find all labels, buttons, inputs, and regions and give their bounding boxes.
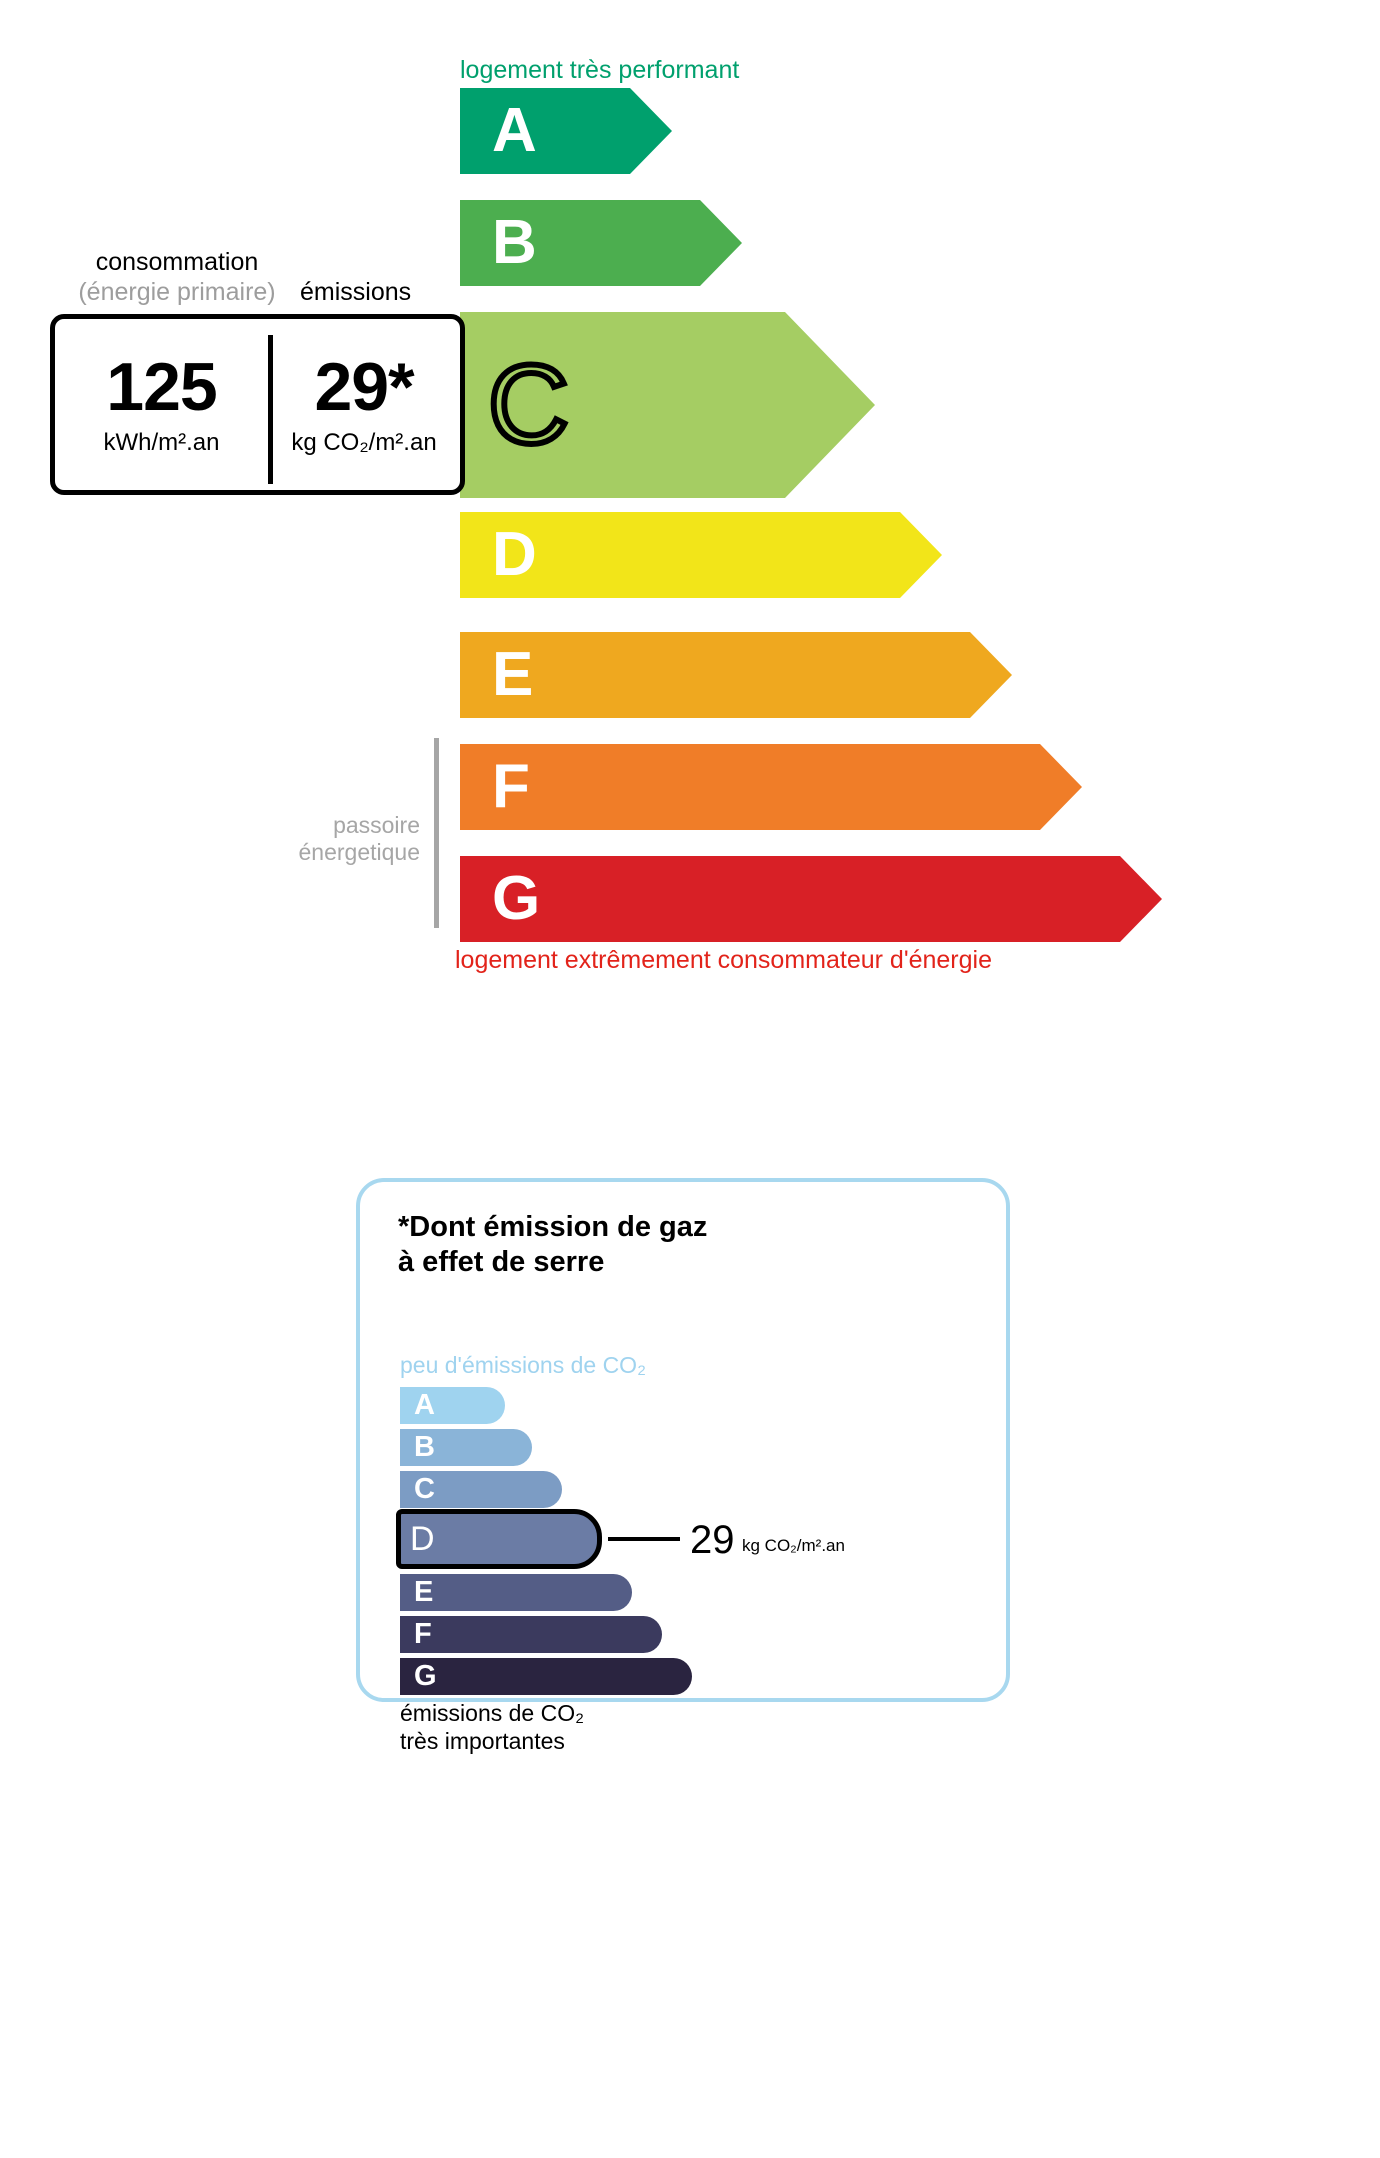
ges-value: 29 <box>690 1518 735 1562</box>
energy-bar-c-selected: C <box>460 312 880 498</box>
emissions-cell: 29* kg CO₂/m².an <box>268 319 460 490</box>
ges-bar-e-letter: E <box>414 1576 434 1608</box>
energy-bar-b-letter: B <box>492 208 537 277</box>
energy-bar-a-letter: A <box>492 96 537 165</box>
energy-bar-g-tip <box>1120 856 1162 942</box>
energy-bar-c-shape <box>460 312 875 498</box>
energy-bottom-caption: logement extrêmement consommateur d'éner… <box>455 946 992 974</box>
energy-bar-f-letter: F <box>492 752 530 821</box>
consumption-label-sub: (énergie primaire) <box>78 277 276 306</box>
consumption-label-main: consommation <box>95 248 259 276</box>
passoire-label: passoire énergetique <box>298 812 421 866</box>
ges-value-unit: kg CO₂/m².an <box>742 1536 845 1555</box>
consumption-unit: kWh/m².an <box>103 428 220 456</box>
energy-bar-b: B <box>460 200 742 286</box>
energy-bar-g-letter: G <box>492 864 541 933</box>
consumption-cell: 125 kWh/m².an <box>55 319 268 490</box>
ges-bar-b-letter: B <box>414 1431 435 1463</box>
energy-bar-a: A <box>460 88 672 174</box>
ges-bar-c: C <box>400 1471 562 1508</box>
ges-bar-g-letter: G <box>414 1660 437 1692</box>
ges-bar-e: E <box>400 1574 632 1611</box>
ges-bar-a-letter: A <box>414 1389 435 1421</box>
ges-top-caption: peu d'émissions de CO₂ <box>400 1352 646 1378</box>
emissions-value: 29* <box>314 348 414 425</box>
energy-bar-e-tip <box>970 632 1012 718</box>
energy-bar-b-tip <box>700 200 742 286</box>
ges-bar-c-letter: C <box>414 1473 435 1505</box>
value-box-divider <box>268 335 273 484</box>
energy-bar-g: G <box>460 856 1162 942</box>
energy-bar-d: D <box>460 512 942 598</box>
energy-top-caption: logement très performant <box>460 56 740 84</box>
emissions-label: émissions <box>300 278 412 306</box>
ges-bar-f-letter: F <box>414 1618 432 1650</box>
energy-bar-c-letter: C <box>485 342 572 467</box>
emissions-unit: kg CO₂/m².an <box>291 428 437 456</box>
ges-leader-line <box>608 1537 680 1541</box>
ges-bottom-caption: émissions de CO₂ très importantes <box>400 1700 585 1754</box>
ges-bar-f: F <box>400 1616 662 1653</box>
ges-bar-d <box>400 1513 598 1565</box>
energy-bar-e: E <box>460 632 1012 718</box>
passoire-bracket <box>434 738 439 928</box>
energy-bar-f-tip <box>1040 744 1082 830</box>
energy-bar-d-letter: D <box>492 520 537 589</box>
consumption-value: 125 <box>106 348 217 425</box>
ges-bar-b: B <box>400 1429 532 1466</box>
ges-panel: *Dont émission de gaz à effet de serre p… <box>356 1178 1010 1754</box>
energy-value-box: 125 kWh/m².an 29* kg CO₂/m².an <box>50 314 465 495</box>
ges-bar-a: A <box>400 1387 505 1424</box>
energy-bar-e-letter: E <box>492 640 534 709</box>
ges-title: *Dont émission de gaz à effet de serre <box>398 1211 708 1278</box>
energy-bar-d-tip <box>900 512 942 598</box>
energy-bar-f: F <box>460 744 1082 830</box>
energy-performance-chart: logement très performant A B C <box>0 0 1380 1020</box>
ges-bar-g: G <box>400 1658 692 1695</box>
energy-bar-a-tip <box>630 88 672 174</box>
consumption-label: consommation (énergie primaire) <box>62 248 292 307</box>
